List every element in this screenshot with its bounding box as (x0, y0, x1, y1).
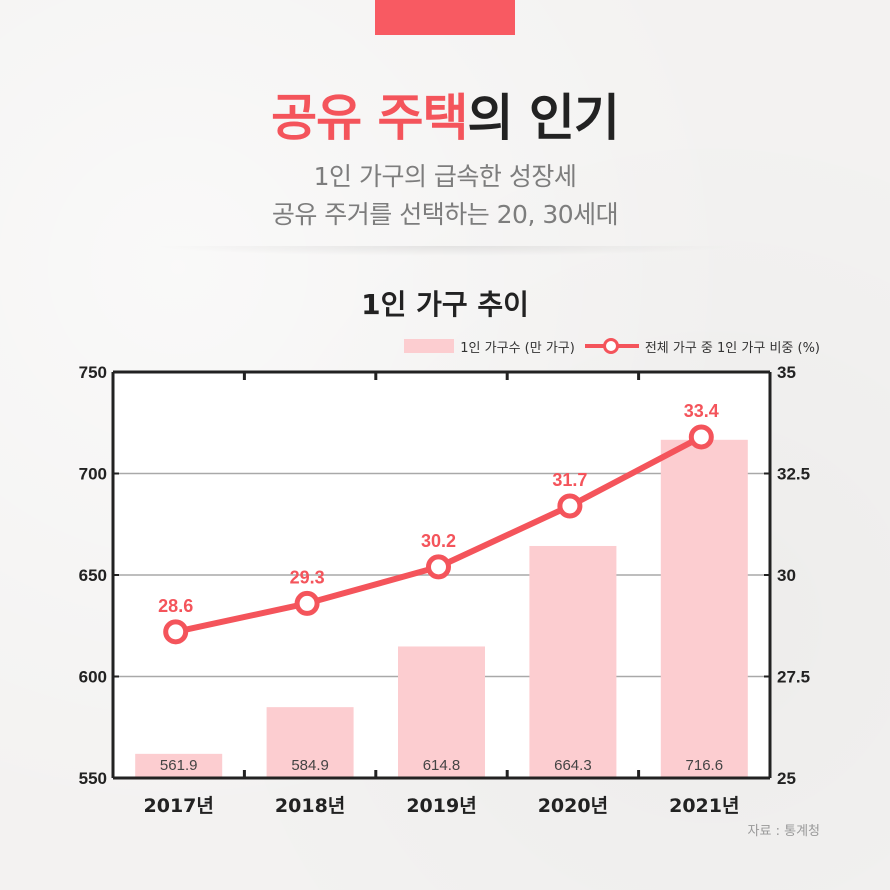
right-tick-label: 30 (777, 566, 796, 585)
bar (266, 707, 354, 778)
source-note: 자료 : 통계청 (747, 824, 820, 839)
bar (135, 753, 223, 778)
subtitle-line-1: 1인 가구의 급속한 성장세 (313, 162, 577, 191)
right-tick-label: 25 (777, 769, 796, 788)
legend-line-label: 전체 가구 중 1인 가구 비중 (%) (644, 340, 820, 356)
left-tick-label: 650 (79, 566, 107, 585)
x-tick-label: 2021년 (669, 795, 739, 817)
line-value-label: 28.6 (158, 596, 193, 616)
right-tick-label: 35 (777, 363, 796, 382)
left-tick-label: 600 (79, 668, 107, 687)
left-tick-label: 700 (79, 465, 107, 484)
chart-title: 1인 가구 추이 (361, 288, 529, 321)
line-point (294, 590, 320, 616)
chart-legend: 1인 가구수 (만 가구) 전체 가구 중 1인 가구 비중 (%) (404, 336, 820, 356)
line-point (557, 493, 583, 519)
top-accent-tab (375, 0, 515, 35)
legend-bar-swatch (404, 339, 455, 353)
right-tick-label: 32.5 (777, 465, 810, 484)
line-point (426, 554, 451, 580)
line-point (688, 424, 714, 450)
bar-value-label: 614.8 (423, 757, 461, 774)
subtitle-line-2: 공유 주거를 선택하는 20, 30세대 (271, 200, 619, 229)
bar-value-label: 716.6 (686, 757, 724, 774)
bar-value-label: 664.3 (554, 757, 592, 774)
legend-line-swatch (584, 338, 639, 354)
x-tick-label: 2018년 (275, 795, 345, 817)
x-tick-label: 2017년 (144, 795, 214, 817)
bar (398, 646, 485, 778)
title-accent: 공유 주택 (271, 89, 468, 147)
line-value-label: 29.3 (290, 567, 325, 587)
left-tick-label: 550 (79, 769, 107, 788)
legend-bar-label: 1인 가구수 (만 가구) (460, 340, 575, 356)
line-value-label: 31.7 (552, 470, 587, 490)
bar (660, 439, 748, 778)
bar (529, 545, 617, 778)
right-tick-label: 27.5 (777, 668, 810, 687)
title-rest: 의 인기 (467, 89, 620, 147)
line-value-label: 30.2 (421, 531, 456, 551)
line-value-label: 33.4 (684, 401, 719, 421)
x-tick-label: 2019년 (406, 795, 476, 817)
bar-value-label: 561.9 (160, 757, 198, 774)
line-point (163, 619, 189, 645)
x-tick-label: 2020년 (538, 795, 608, 817)
left-tick-label: 750 (79, 363, 107, 382)
bar-value-label: 584.9 (291, 757, 329, 774)
divider (150, 246, 740, 256)
page-title: 공유 주택의 인기 (0, 78, 890, 150)
